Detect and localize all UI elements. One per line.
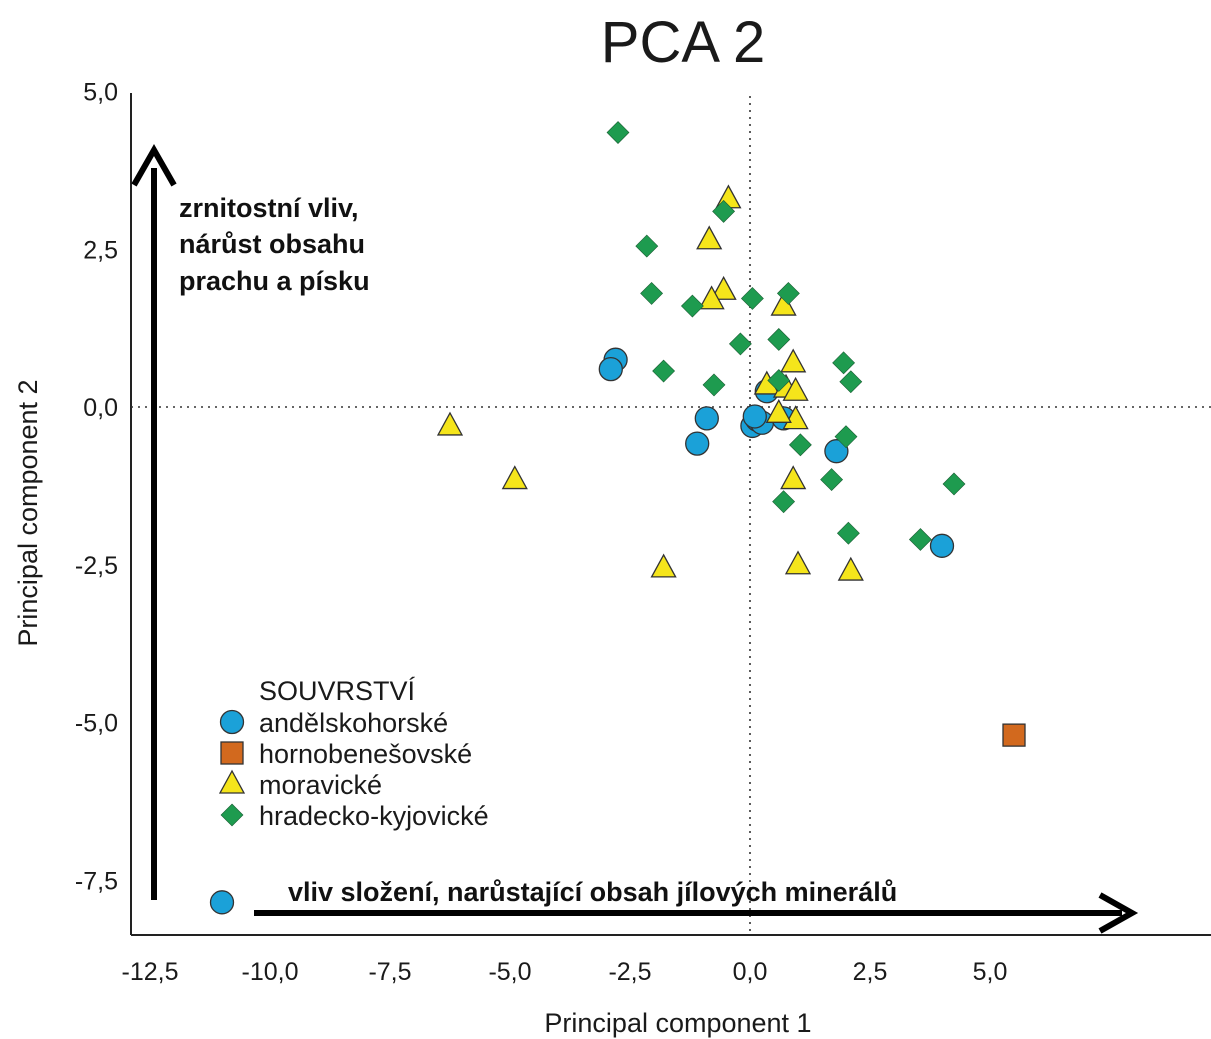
data-point-diamond	[836, 521, 860, 545]
data-point-square	[1002, 723, 1026, 747]
data-point-triangle	[765, 398, 792, 423]
data-point-diamond	[788, 433, 812, 457]
x-tick-label: 5,0	[973, 958, 1008, 986]
data-point-diamond	[740, 287, 764, 310]
data-point-triangle	[650, 553, 677, 578]
x-tick-label: -12,5	[122, 958, 179, 986]
data-point-triangle	[696, 225, 723, 250]
legend-label: hradecko-kyjovické	[259, 801, 489, 831]
data-point-diamond	[635, 234, 659, 258]
data-point-triangle	[782, 376, 809, 401]
y-tick-label: -7,5	[75, 867, 118, 895]
vertical-arrow-label: zrnitostní vliv, nárůst obsahu prachu a …	[179, 193, 370, 296]
legend-title: SOUVRSTVÍ	[259, 676, 416, 706]
horizontal-arrow	[254, 892, 1139, 934]
vertical-arrow	[131, 143, 177, 900]
y-axis-ticks: 5,0 2,5 0,0 -2,5 -5,0 -7,5	[75, 79, 118, 896]
data-point-diamond	[832, 351, 856, 375]
data-point-diamond	[606, 121, 630, 144]
data-point-diamond	[908, 528, 932, 551]
legend-items: andělskohorskéhornobenešovskémoravickéhr…	[218, 708, 489, 831]
legend-label: hornobenešovské	[259, 739, 472, 769]
legend-label: moravické	[259, 770, 382, 800]
y-tick-label: 2,5	[83, 236, 118, 264]
x-axis-ticks: -12,5 -10,0 -7,5 -5,0 -2,5 0,0 2,5 5,0	[122, 958, 1008, 986]
y-tick-label: 5,0	[83, 79, 118, 107]
x-tick-label: -2,5	[608, 958, 651, 986]
data-point-circle	[209, 890, 235, 915]
legend-marker-square	[220, 741, 244, 765]
data-point-diamond	[702, 373, 726, 397]
data-point-triangle	[784, 550, 812, 575]
data-point-circle	[694, 406, 719, 431]
vertical-arrow-label-line-3: prachu a písku	[179, 266, 370, 296]
data-point-circle	[742, 404, 767, 429]
data-point-circle	[824, 439, 849, 464]
data-point-triangle	[837, 556, 864, 581]
x-tick-label: 0,0	[733, 958, 768, 986]
legend-label: andělskohorské	[259, 708, 448, 738]
x-tick-label: -5,0	[488, 958, 531, 986]
legend-marker-diamond	[220, 803, 244, 827]
data-point-diamond	[776, 281, 800, 305]
data-point-triangle	[436, 411, 464, 436]
data-point-circle	[685, 431, 710, 456]
data-point-diamond	[728, 332, 752, 356]
data-point-diamond	[772, 490, 796, 514]
data-point-diamond	[680, 294, 704, 318]
chart-title: PCA 2	[601, 10, 765, 75]
x-axis-title: Principal component 1	[544, 1008, 811, 1038]
data-point-triangle	[780, 465, 807, 490]
vertical-arrow-label-line-2: nárůst obsahu	[179, 229, 365, 259]
y-axis-title: Principal component 2	[13, 379, 43, 646]
y-tick-label: -2,5	[75, 552, 118, 580]
horizontal-arrow-label: vliv složení, narůstající obsah jílových…	[288, 877, 897, 907]
y-tick-label: -5,0	[75, 710, 118, 738]
legend: SOUVRSTVÍ andělskohorskéhornobenešovském…	[218, 676, 489, 831]
data-point-circle	[929, 533, 955, 558]
data-point-triangle	[780, 348, 807, 373]
data-point-diamond	[767, 369, 791, 392]
vertical-arrow-label-line-1: zrnitostní vliv,	[179, 193, 359, 223]
data-point-triangle	[501, 465, 528, 490]
data-point-diamond	[640, 281, 664, 305]
data-point-diamond	[839, 370, 863, 394]
data-point-diamond	[652, 359, 676, 383]
y-tick-label: 0,0	[83, 394, 118, 422]
legend-marker-triangle	[218, 769, 246, 794]
data-points	[209, 121, 1026, 915]
x-tick-label: -7,5	[368, 958, 411, 986]
data-point-diamond	[767, 328, 791, 351]
data-point-triangle	[770, 291, 797, 316]
data-point-triangle	[710, 275, 737, 300]
data-point-circle	[598, 356, 623, 382]
data-point-triangle	[782, 405, 809, 430]
data-point-diamond	[820, 468, 844, 491]
data-point-triangle	[698, 285, 725, 310]
x-tick-label: -10,0	[242, 958, 299, 986]
data-point-diamond	[942, 472, 966, 496]
x-tick-label: 2,5	[853, 958, 888, 986]
data-point-diamond	[712, 199, 736, 223]
legend-marker-circle	[219, 709, 245, 735]
data-point-diamond	[834, 425, 858, 449]
